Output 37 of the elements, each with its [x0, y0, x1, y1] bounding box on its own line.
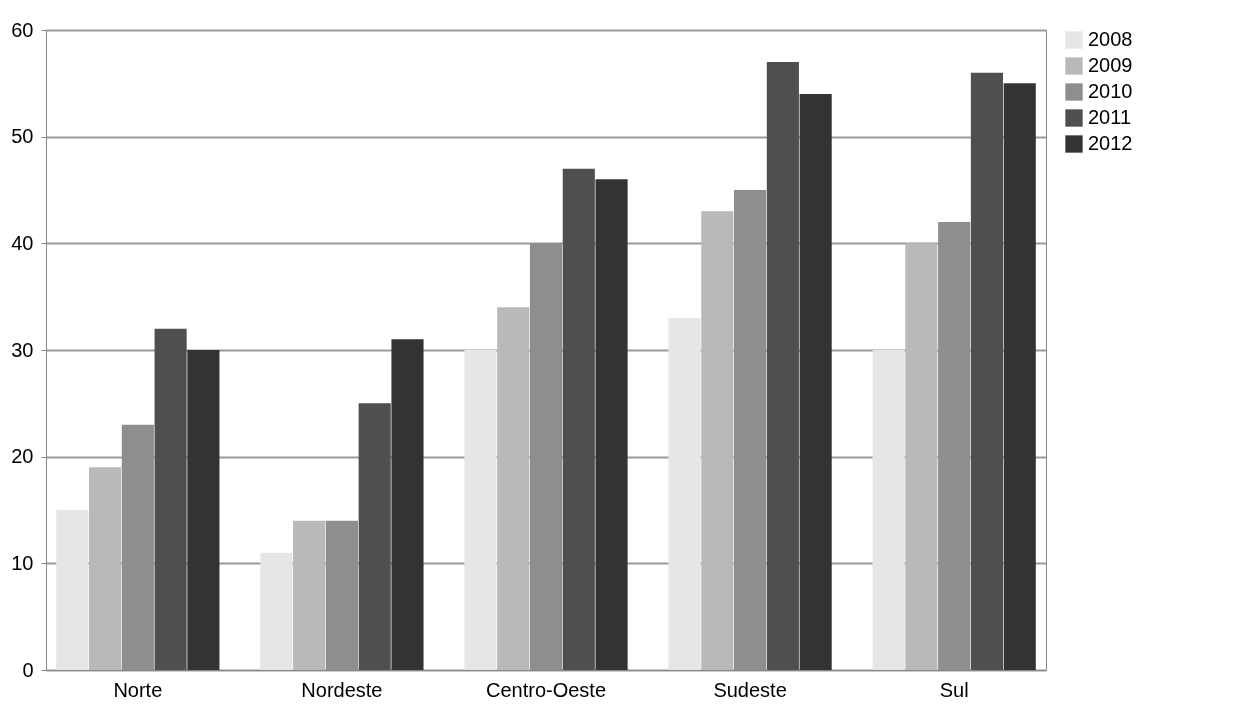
- bar: [701, 211, 734, 670]
- bar: [668, 318, 701, 670]
- legend-label: 2010: [1088, 80, 1133, 102]
- x-tick-label: Sudeste: [713, 678, 787, 701]
- bar: [905, 243, 938, 670]
- bar: [293, 520, 326, 670]
- bar: [358, 403, 391, 670]
- x-tick-label: Centro-Oeste: [485, 678, 607, 701]
- y-tick-label: 20: [11, 445, 34, 468]
- legend-label: 2008: [1088, 28, 1133, 50]
- y-tick-label: 0: [22, 658, 34, 681]
- bar: [88, 467, 122, 670]
- bar: [562, 168, 595, 670]
- bar: [872, 350, 905, 670]
- y-tick-label: 50: [11, 125, 34, 148]
- y-tick-label: 30: [11, 338, 34, 361]
- y-tick-label: 10: [11, 551, 34, 574]
- y-tick-label: 40: [11, 231, 34, 254]
- y-tick-label: 60: [11, 18, 34, 41]
- bar: [766, 62, 799, 670]
- x-tick-label: Nordeste: [301, 678, 383, 701]
- bar: [187, 350, 220, 670]
- bar: [464, 350, 497, 670]
- bar: [260, 552, 293, 670]
- x-tick-label: Norte: [113, 678, 163, 701]
- bar: [970, 72, 1004, 670]
- legend-label: 2011: [1088, 106, 1132, 128]
- bar: [497, 307, 530, 670]
- bar: [154, 328, 187, 670]
- bar: [1003, 83, 1036, 670]
- legend-label: 2012: [1088, 132, 1133, 154]
- bar: [391, 339, 424, 670]
- bar: [56, 510, 89, 670]
- x-tick-label: Sul: [939, 678, 969, 701]
- bar: [799, 94, 832, 670]
- bar: [595, 179, 628, 670]
- legend-label: 2009: [1088, 54, 1133, 76]
